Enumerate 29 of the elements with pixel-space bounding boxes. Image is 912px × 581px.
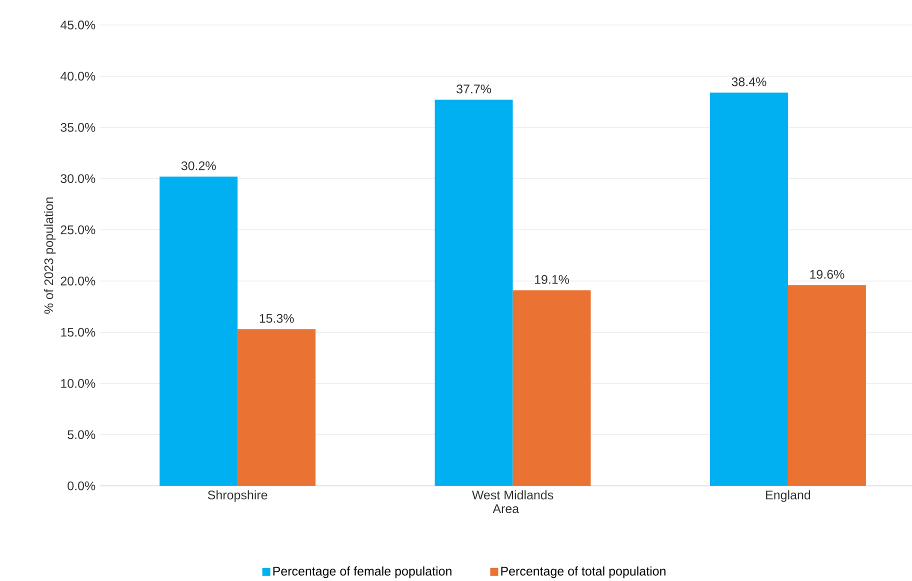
legend-label: Percentage of female population (273, 566, 452, 578)
y-tick-label: 35.0% (60, 122, 96, 132)
x-axis-title: Area (492, 504, 520, 513)
x-tick-label: Shropshire (208, 490, 268, 502)
bar (238, 329, 316, 486)
bar (512, 290, 591, 486)
bar (434, 100, 513, 486)
y-tick-label: 20.0% (60, 276, 96, 286)
data-label: 19.6% (810, 270, 844, 279)
y-tick-label: 5.0% (68, 430, 96, 439)
bar (788, 284, 866, 486)
y-tick-label: 15.0% (61, 328, 96, 337)
data-label: 38.4% (732, 77, 766, 86)
y-tick-label: 0.0% (68, 481, 96, 490)
bar (710, 92, 788, 486)
y-tick-label: 25.0% (60, 225, 96, 234)
legend-label: Percentage of total population (501, 566, 666, 578)
data-label: 37.7% (456, 84, 492, 94)
y-tick-label: 45.0% (60, 20, 96, 30)
data-label: 19.1% (535, 274, 570, 284)
x-tick-label: England (766, 490, 810, 502)
y-tick-label: 40.0% (60, 72, 96, 80)
data-label: 15.3% (260, 314, 294, 323)
data-label: 30.2% (181, 161, 216, 170)
bar (160, 176, 238, 486)
y-tick-label: 30.0% (60, 174, 96, 183)
y-axis-title: % of 2023 population (44, 197, 56, 314)
y-tick-label: 10.0% (61, 378, 96, 388)
x-tick-label: West Midlands (472, 490, 554, 500)
